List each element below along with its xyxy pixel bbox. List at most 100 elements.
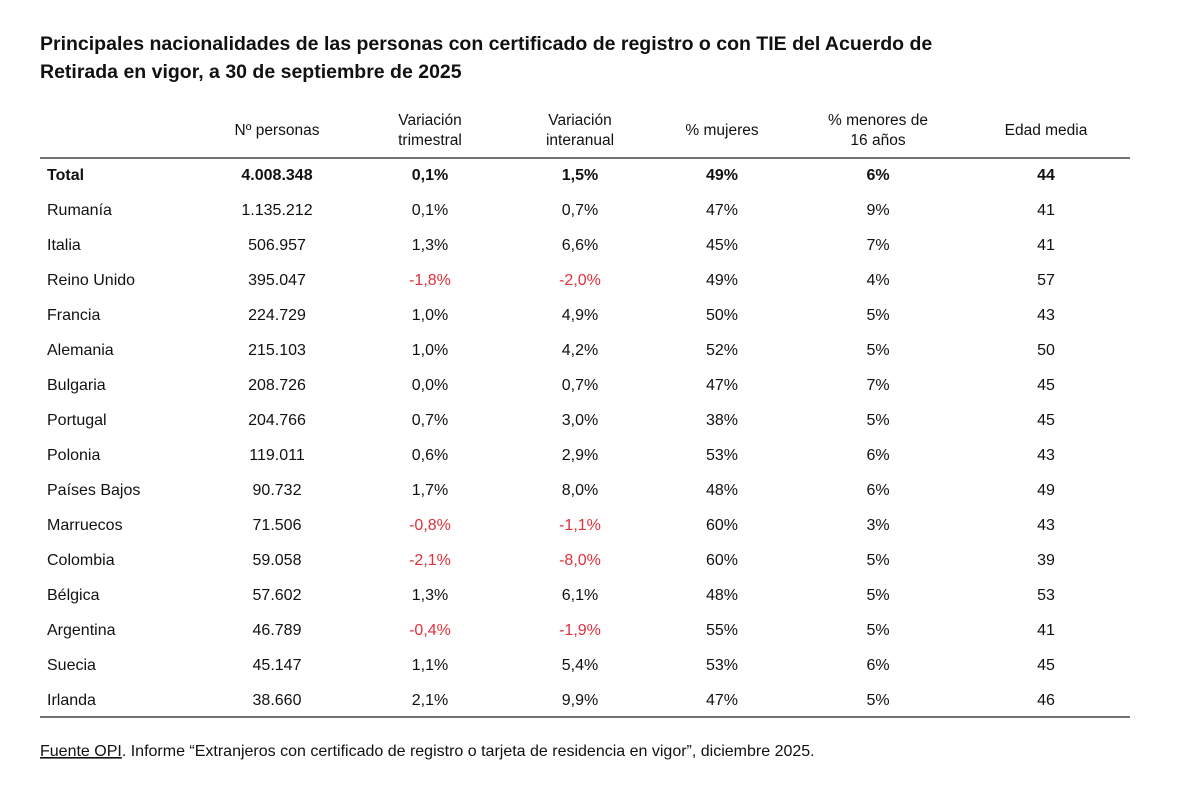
cell: 41 — [1037, 237, 1055, 254]
cell: 47% — [706, 202, 738, 219]
cell: 1,7% — [412, 482, 448, 499]
cell: 43 — [1037, 447, 1055, 464]
cell: 45.147 — [253, 657, 302, 674]
cell: -0,4% — [409, 622, 451, 639]
column-header: Edad media — [1005, 122, 1088, 139]
row-label: Suecia — [47, 657, 96, 674]
cell: 7% — [866, 237, 889, 254]
cell: -1,8% — [409, 272, 451, 289]
cell: 41 — [1037, 202, 1055, 219]
cell: 5% — [866, 587, 889, 604]
cell: 53% — [706, 657, 738, 674]
cell: 49% — [706, 167, 738, 184]
cell: 39 — [1037, 552, 1055, 569]
column-header: Variación — [548, 112, 611, 129]
cell: 49% — [706, 272, 738, 289]
cell: 38.660 — [253, 692, 302, 709]
cell: 45% — [706, 237, 738, 254]
cell: 60% — [706, 517, 738, 534]
cell: 1,3% — [412, 237, 448, 254]
cell: 45 — [1037, 377, 1055, 394]
cell: 5% — [866, 412, 889, 429]
cell: 46.789 — [253, 622, 302, 639]
cell: 5% — [866, 692, 889, 709]
row-label: Bélgica — [47, 587, 100, 604]
cell: 57 — [1037, 272, 1055, 289]
column-header: 16 años — [850, 132, 905, 149]
cell: 1,5% — [562, 167, 598, 184]
cell: 44 — [1037, 167, 1055, 184]
cell: 45 — [1037, 657, 1055, 674]
cell: 6% — [866, 482, 889, 499]
column-header: Nº personas — [235, 122, 320, 139]
column-header: % mujeres — [685, 122, 758, 139]
cell: 5% — [866, 552, 889, 569]
cell: 1.135.212 — [241, 202, 312, 219]
title-line: Retirada en vigor, a 30 de septiembre de… — [40, 61, 462, 83]
cell: 55% — [706, 622, 738, 639]
cell: 71.506 — [253, 517, 302, 534]
cell: 45 — [1037, 412, 1055, 429]
cell: 50% — [706, 307, 738, 324]
cell: 8,0% — [562, 482, 598, 499]
cell: -2,0% — [559, 272, 601, 289]
cell: 90.732 — [253, 482, 302, 499]
column-header: interanual — [546, 132, 614, 149]
cell: 6% — [866, 167, 889, 184]
cell: 43 — [1037, 307, 1055, 324]
cell: 204.766 — [248, 412, 306, 429]
footnote-text: . Informe “Extranjeros con certificado d… — [122, 743, 815, 760]
cell: 224.729 — [248, 307, 306, 324]
cell: 57.602 — [253, 587, 302, 604]
cell: 3,0% — [562, 412, 598, 429]
cell: 506.957 — [248, 237, 306, 254]
cell: 48% — [706, 587, 738, 604]
cell: 43 — [1037, 517, 1055, 534]
cell: 60% — [706, 552, 738, 569]
cell: -8,0% — [559, 552, 601, 569]
cell: 38% — [706, 412, 738, 429]
cell: 0,7% — [562, 377, 598, 394]
row-label: Países Bajos — [47, 482, 140, 499]
column-header: % menores de — [828, 112, 928, 129]
cell: 9% — [866, 202, 889, 219]
cell: 208.726 — [248, 377, 306, 394]
cell: 47% — [706, 377, 738, 394]
cell: 0,6% — [412, 447, 448, 464]
cell: 6,1% — [562, 587, 598, 604]
cell: 1,0% — [412, 342, 448, 359]
footnote: Fuente OPI. Informe “Extranjeros con cer… — [40, 743, 815, 760]
cell: 53 — [1037, 587, 1055, 604]
column-header: trimestral — [398, 132, 462, 149]
cell: 1,3% — [412, 587, 448, 604]
cell: 2,1% — [412, 692, 448, 709]
row-label: Polonia — [47, 447, 100, 464]
row-label: Total — [47, 167, 84, 184]
cell: -2,1% — [409, 552, 451, 569]
cell: 7% — [866, 377, 889, 394]
cell: 4% — [866, 272, 889, 289]
cell: 48% — [706, 482, 738, 499]
row-label: Marruecos — [47, 517, 123, 534]
cell: 5% — [866, 622, 889, 639]
cell: 46 — [1037, 692, 1055, 709]
row-label: Argentina — [47, 622, 116, 639]
cell: -0,8% — [409, 517, 451, 534]
cell: 41 — [1037, 622, 1055, 639]
cell: 3% — [866, 517, 889, 534]
row-label: Irlanda — [47, 692, 96, 709]
cell: 6% — [866, 447, 889, 464]
cell: 5,4% — [562, 657, 598, 674]
column-header: Variación — [398, 112, 461, 129]
cell: 0,7% — [412, 412, 448, 429]
cell: 47% — [706, 692, 738, 709]
cell: 4.008.348 — [241, 167, 312, 184]
cell: 395.047 — [248, 272, 306, 289]
row-label: Francia — [47, 307, 100, 324]
cell: 1,0% — [412, 307, 448, 324]
cell: 1,1% — [412, 657, 448, 674]
cell: -1,9% — [559, 622, 601, 639]
cell: 0,0% — [412, 377, 448, 394]
title-line: Principales nacionalidades de las person… — [40, 33, 932, 55]
